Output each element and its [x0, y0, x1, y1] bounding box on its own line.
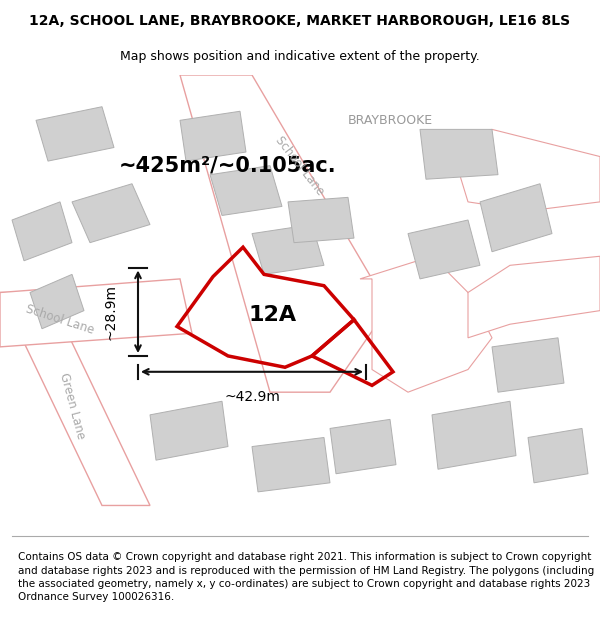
Polygon shape	[0, 279, 192, 347]
Text: ~42.9m: ~42.9m	[224, 390, 280, 404]
Polygon shape	[360, 256, 492, 392]
Text: BRAYBROOKE: BRAYBROOKE	[347, 114, 433, 127]
Polygon shape	[408, 220, 480, 279]
Text: Green Lane: Green Lane	[57, 371, 87, 441]
Polygon shape	[210, 166, 282, 216]
Polygon shape	[528, 429, 588, 483]
Text: School Lane: School Lane	[273, 134, 327, 198]
Polygon shape	[288, 198, 354, 242]
Polygon shape	[72, 184, 150, 242]
Polygon shape	[252, 224, 324, 274]
Polygon shape	[480, 184, 552, 252]
Text: 12A, SCHOOL LANE, BRAYBROOKE, MARKET HARBOROUGH, LE16 8LS: 12A, SCHOOL LANE, BRAYBROOKE, MARKET HAR…	[29, 14, 571, 28]
Polygon shape	[450, 129, 600, 211]
Polygon shape	[0, 292, 150, 506]
Polygon shape	[468, 256, 600, 338]
Polygon shape	[180, 111, 246, 161]
Polygon shape	[420, 129, 498, 179]
Text: Map shows position and indicative extent of the property.: Map shows position and indicative extent…	[120, 50, 480, 62]
Polygon shape	[432, 401, 516, 469]
Text: ~425m²/~0.105ac.: ~425m²/~0.105ac.	[119, 156, 337, 176]
Polygon shape	[252, 438, 330, 492]
Text: 12A: 12A	[249, 305, 297, 325]
Polygon shape	[330, 419, 396, 474]
Polygon shape	[30, 274, 84, 329]
Text: Contains OS data © Crown copyright and database right 2021. This information is : Contains OS data © Crown copyright and d…	[18, 552, 594, 602]
Polygon shape	[150, 401, 228, 460]
Polygon shape	[180, 75, 408, 392]
Polygon shape	[36, 107, 114, 161]
Text: School Lane: School Lane	[24, 302, 96, 337]
Text: ~28.9m: ~28.9m	[103, 284, 117, 340]
Polygon shape	[492, 338, 564, 392]
Polygon shape	[12, 202, 72, 261]
